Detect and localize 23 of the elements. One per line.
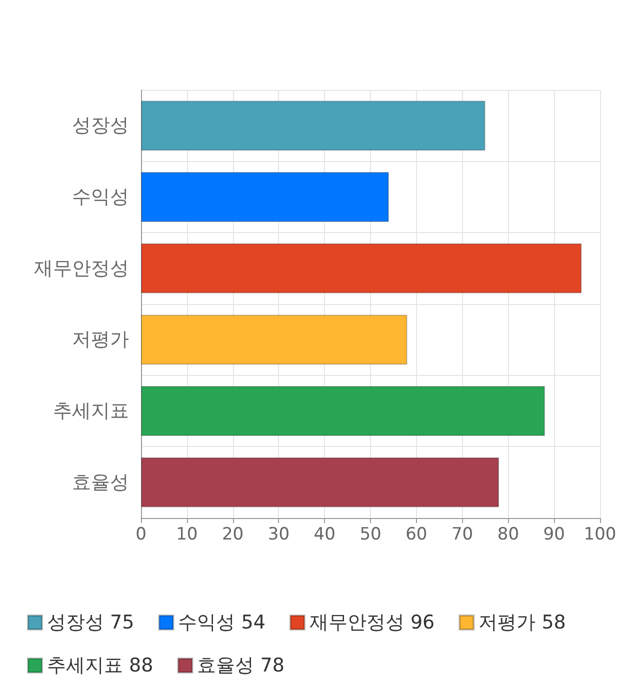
x-tick-label: 80 — [497, 524, 520, 544]
x-tick-label: 30 — [268, 524, 290, 544]
y-tick-label: 저평가 — [72, 328, 129, 351]
x-tick-label: 100 — [584, 524, 616, 544]
x-tick-label: 40 — [314, 524, 336, 544]
y-tick-label: 추세지표 — [53, 400, 129, 422]
x-tick-label: 50 — [360, 524, 382, 544]
y-tick-label: 효율성 — [72, 471, 129, 494]
y-tick-label: 재무안정성 — [34, 257, 129, 280]
legend-label: 재무안정성 96 — [309, 612, 435, 634]
x-tick-label: 0 — [136, 524, 146, 544]
legend-label: 효율성 78 — [197, 654, 284, 676]
x-tick-label: 90 — [543, 524, 565, 544]
legend-label: 저평가 58 — [478, 612, 566, 634]
legend-label: 수익성 54 — [178, 612, 266, 634]
y-tick-label: 성장성 — [72, 114, 129, 137]
x-tick-label: 20 — [222, 524, 244, 544]
x-tick-label: 60 — [406, 524, 428, 544]
legend-label: 성장성 75 — [47, 612, 134, 634]
x-tick-label: 70 — [451, 524, 474, 544]
legend-label: 추세지표 88 — [47, 654, 154, 676]
y-tick-label: 수익성 — [72, 186, 129, 208]
x-tick-label: 10 — [176, 524, 198, 544]
